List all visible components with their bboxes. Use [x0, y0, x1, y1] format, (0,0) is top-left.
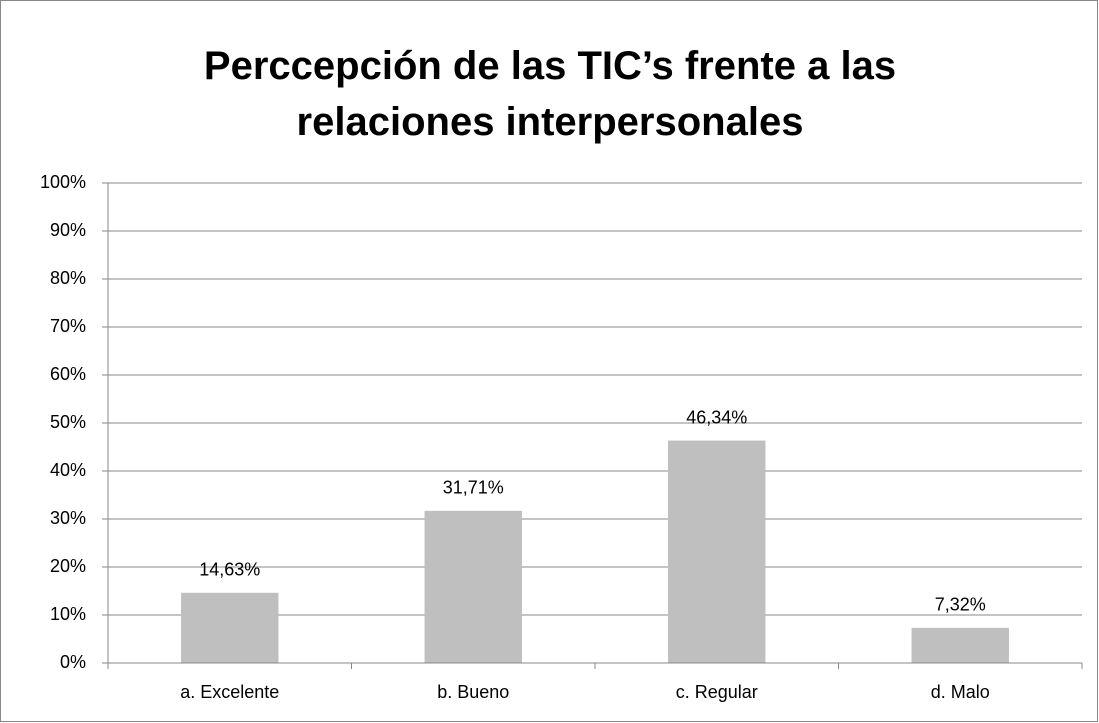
bar [911, 627, 1009, 663]
bar [668, 440, 766, 663]
y-tick-label: 100% [40, 172, 86, 192]
data-label: 31,71% [443, 478, 504, 498]
y-tick-label: 10% [50, 604, 86, 624]
x-tick-label: a. Excelente [180, 682, 279, 702]
data-label: 46,34% [686, 407, 747, 427]
bar [181, 592, 279, 663]
x-tick-label: c. Regular [676, 682, 758, 702]
data-label: 14,63% [199, 560, 260, 580]
x-tick-label: b. Bueno [437, 682, 509, 702]
y-tick-label: 90% [50, 220, 86, 240]
bar [424, 510, 522, 663]
data-label: 7,32% [935, 595, 986, 615]
y-tick-label: 80% [50, 268, 86, 288]
y-tick-label: 30% [50, 508, 86, 528]
y-tick-label: 60% [50, 364, 86, 384]
x-tick-label: d. Malo [931, 682, 990, 702]
chart-title: Perccepción de las TIC’s frente a las re… [203, 44, 897, 144]
y-tick-label: 50% [50, 412, 86, 432]
y-tick-label: 40% [50, 460, 86, 480]
y-tick-label: 70% [50, 316, 86, 336]
y-tick-label: 20% [50, 556, 86, 576]
y-tick-label: 0% [60, 652, 86, 672]
